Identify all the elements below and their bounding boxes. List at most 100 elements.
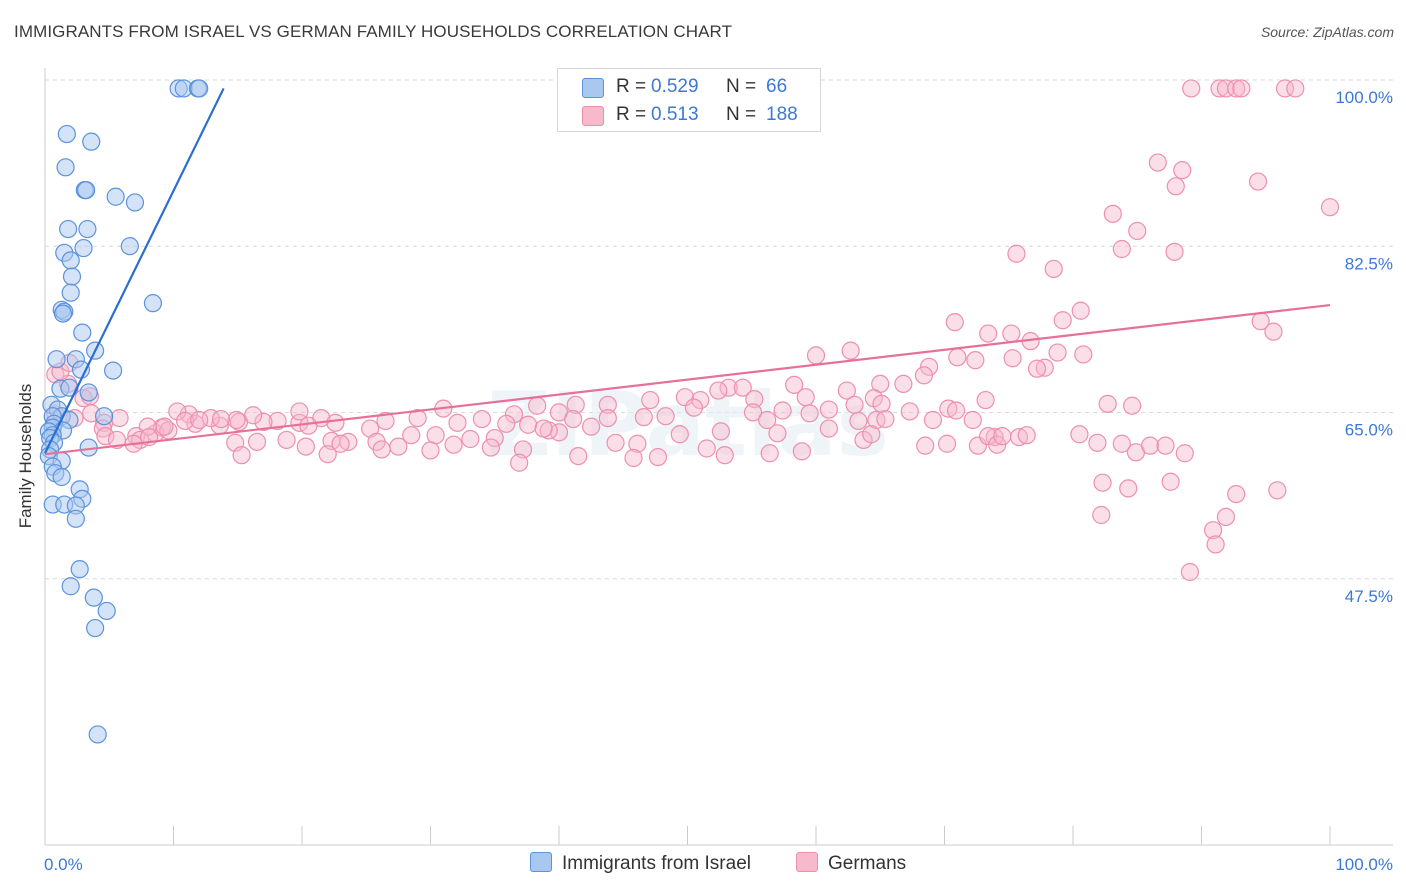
- german-point: [1044, 259, 1063, 279]
- german-point: [760, 444, 779, 463]
- german-point: [598, 395, 617, 414]
- german-point: [988, 435, 1007, 454]
- tick-labels: 47.5% 65.0% 82.5% 100.0% 0.0% 100.0%: [44, 88, 1393, 874]
- german-point: [1112, 239, 1131, 259]
- german-point: [993, 427, 1012, 446]
- israel-point: [88, 725, 107, 744]
- german-point: [948, 348, 967, 367]
- german-point: [1206, 535, 1225, 554]
- german-point: [715, 446, 734, 465]
- german-point: [606, 433, 625, 452]
- source-label: Source: ZipAtlas.com: [1260, 24, 1394, 40]
- german-point: [277, 430, 296, 450]
- german-point: [408, 409, 427, 428]
- german-n-value: 188: [766, 104, 798, 125]
- german-point: [244, 406, 263, 425]
- israel-swatch: [530, 852, 552, 872]
- german-point: [634, 408, 653, 427]
- german-point: [155, 417, 174, 436]
- german-point: [963, 410, 982, 430]
- german-point: [819, 400, 838, 419]
- israel-point: [104, 361, 123, 380]
- german-point: [733, 378, 752, 397]
- german-point: [966, 351, 985, 370]
- israel-point: [61, 251, 80, 270]
- chart-title: IMMIGRANTS FROM ISRAEL VS GERMAN FAMILY …: [14, 22, 733, 41]
- israel-point: [190, 79, 209, 98]
- n-label: N =: [726, 104, 757, 125]
- german-point: [448, 413, 467, 432]
- israel-point: [97, 601, 116, 621]
- israel-point: [74, 238, 93, 258]
- german-point: [1227, 79, 1246, 98]
- israel-point: [77, 181, 96, 200]
- r-label: R =: [616, 104, 647, 125]
- german-point: [837, 381, 856, 400]
- german-point: [481, 438, 500, 457]
- german-point: [1112, 434, 1131, 453]
- german-point: [1035, 358, 1054, 377]
- israel-point: [79, 383, 98, 402]
- german-point: [792, 442, 811, 461]
- german-point: [1161, 472, 1180, 491]
- german-point: [1003, 349, 1022, 368]
- german-point: [1232, 79, 1251, 98]
- german-point: [862, 425, 881, 444]
- israel-n-value: 66: [766, 76, 788, 97]
- german-point: [1071, 301, 1090, 320]
- german-point: [872, 394, 891, 413]
- german-point: [768, 424, 787, 443]
- german-point: [461, 429, 480, 449]
- israel-point: [120, 237, 139, 256]
- german-point: [648, 447, 668, 467]
- y-axis-label: Family Households: [16, 383, 35, 529]
- german-point: [1088, 433, 1107, 452]
- german-point: [254, 412, 273, 431]
- german-point: [1268, 481, 1287, 500]
- german-point: [670, 425, 689, 444]
- german-point: [641, 390, 660, 410]
- german-point: [1227, 485, 1246, 504]
- y-tick-label: 82.5%: [1345, 254, 1393, 273]
- german-point: [711, 422, 731, 441]
- german-point: [1098, 394, 1117, 413]
- german-point: [656, 407, 675, 426]
- german-point: [190, 410, 209, 430]
- german-point: [624, 448, 643, 468]
- german-point: [1027, 359, 1047, 378]
- y-tick-label: 47.5%: [1345, 587, 1393, 606]
- german-point: [247, 432, 267, 451]
- german-point: [709, 381, 728, 400]
- german-point: [96, 427, 115, 446]
- israel-point: [59, 219, 78, 239]
- german-point: [1166, 177, 1185, 196]
- german-point: [914, 366, 934, 385]
- german-swatch: [796, 852, 818, 872]
- german-point: [976, 390, 995, 410]
- german-point: [876, 409, 895, 429]
- german-point: [110, 409, 129, 428]
- german-point: [785, 375, 804, 394]
- german-point: [232, 446, 251, 465]
- german-point: [745, 390, 764, 409]
- german-point: [528, 396, 547, 415]
- germans-points: [46, 79, 1340, 582]
- stats-legend: R = 0.529 N = 66 R = 0.513 N = 188: [557, 68, 821, 132]
- german-point: [296, 437, 315, 456]
- german-point: [819, 419, 838, 438]
- german-point: [719, 378, 738, 397]
- y-tick-label: 65.0%: [1345, 421, 1393, 440]
- israel-point: [61, 283, 80, 302]
- x-tick-label: 0.0%: [44, 855, 83, 874]
- israel-trend-line: [44, 87, 225, 454]
- german-point: [290, 402, 309, 421]
- israel-point: [66, 509, 85, 528]
- german-point: [841, 341, 860, 360]
- german-point: [743, 403, 763, 422]
- german-point: [894, 374, 913, 393]
- german-point: [1248, 172, 1268, 191]
- german-point: [510, 453, 529, 472]
- israel-point: [106, 187, 125, 206]
- german-point: [331, 434, 350, 453]
